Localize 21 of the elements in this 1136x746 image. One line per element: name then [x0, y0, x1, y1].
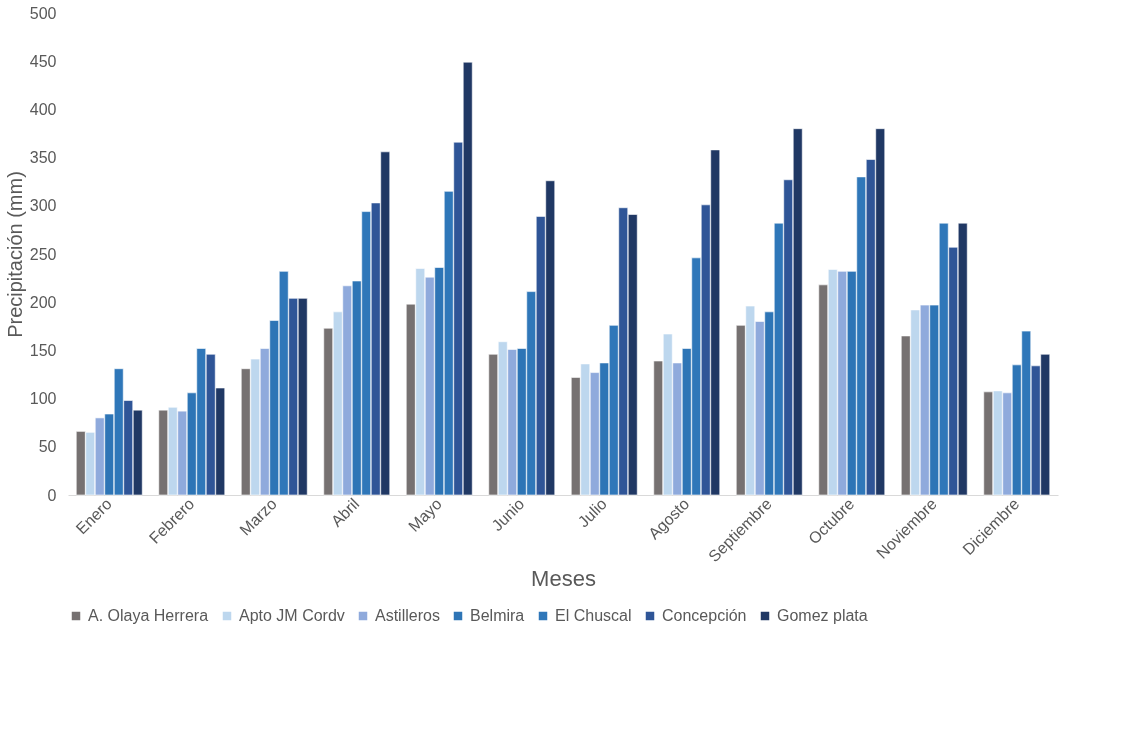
- y-tick-label: 450: [29, 52, 57, 70]
- y-tick-label: 0: [47, 486, 57, 504]
- x-axis-title: Meses: [531, 566, 596, 592]
- legend-label: Astilleros: [375, 607, 440, 624]
- legend-label: A. Olaya Herrera: [88, 607, 209, 624]
- legend-label: Belmira: [470, 607, 525, 624]
- y-tick-label: 300: [29, 197, 57, 215]
- y-tick-label: 150: [29, 341, 57, 359]
- y-tick-label: 50: [38, 438, 57, 456]
- y-tick-label: 400: [29, 100, 57, 118]
- x-tick-label: Julio: [574, 495, 610, 531]
- legend-label: Concepción: [662, 607, 747, 624]
- y-tick-label: 100: [29, 390, 57, 408]
- y-tick-label: 500: [29, 4, 57, 22]
- y-tick-label: 200: [29, 293, 57, 311]
- y-tick-label: 350: [29, 149, 57, 167]
- legend-label: Gomez plata: [777, 607, 868, 624]
- legend-label: El Chuscal: [555, 607, 632, 624]
- legend-label: Apto JM Cordv: [239, 607, 345, 624]
- y-axis-title: Precipitación (mm): [3, 171, 26, 338]
- y-tick-label: 250: [29, 245, 57, 263]
